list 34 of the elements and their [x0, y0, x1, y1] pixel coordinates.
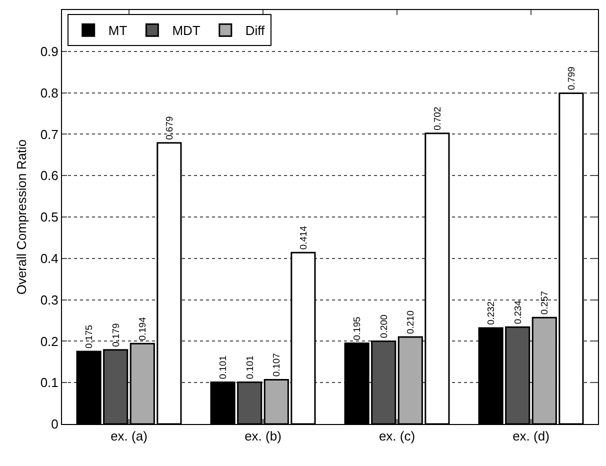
y-tick-label: 0.4	[40, 250, 58, 266]
data-label: 0.107	[270, 353, 282, 377]
data-label: 0.195	[351, 316, 362, 340]
y-tick-label: 0.8	[40, 85, 58, 100]
legend-label: Diff	[245, 23, 266, 38]
data-label: 0.799	[565, 66, 576, 90]
data-label: 0.232	[485, 301, 496, 325]
data-label: 0.257	[538, 291, 550, 315]
y-tick-label: 0.5	[40, 210, 58, 225]
data-label: 0.414	[297, 226, 308, 250]
data-label: 0.101	[244, 356, 255, 380]
x-tick-label: ex. (c)	[378, 428, 416, 444]
legend-label: MDT	[172, 23, 200, 38]
data-label: 0.679	[163, 116, 174, 140]
data-label: 0.175	[83, 324, 94, 349]
data-label: 0.234	[512, 300, 523, 324]
y-tick-label: 0.9	[40, 44, 58, 59]
data-label: 0.101	[217, 356, 228, 380]
legend-label: MT	[108, 23, 128, 38]
data-label: 0.200	[378, 314, 389, 338]
data-label: 0.210	[404, 310, 416, 334]
y-axis-title: Overall Compression Ratio	[14, 139, 29, 295]
x-tick-label: ex. (d)	[512, 428, 550, 444]
data-label: 0.179	[110, 323, 121, 347]
y-tick-label: 0.6	[40, 168, 58, 184]
data-label: 0.702	[431, 106, 442, 130]
y-tick-label: 0.3	[40, 292, 58, 308]
x-tick-label: ex. (b)	[244, 428, 282, 444]
y-tick-label: 0.2	[40, 334, 58, 349]
y-tick-label: 0.1	[40, 375, 58, 390]
y-tick-label: 0	[51, 416, 58, 432]
y-tick-label: 0.7	[40, 126, 58, 142]
x-tick-label: ex. (a)	[110, 428, 148, 444]
data-label: 0.194	[136, 317, 148, 341]
